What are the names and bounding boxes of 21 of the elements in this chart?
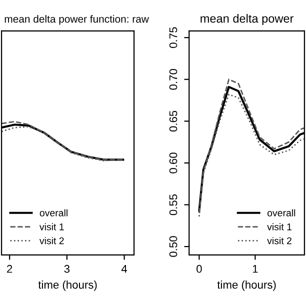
y-tick-label: 0.60 [169, 152, 178, 174]
x-axis-title: time (hours) [217, 280, 276, 291]
x-tick-label: 4 [121, 265, 128, 273]
x-axis-title: time (hours) [38, 280, 97, 291]
legend-label: overall [40, 209, 68, 216]
y-tick-label: 0.75 [169, 27, 178, 48]
legend-label: visit 1 [267, 223, 292, 230]
x-tick-label: 1 [252, 265, 258, 273]
chart-title: mean delta power function: raw [4, 15, 149, 25]
x-tick-label: 3 [64, 264, 70, 273]
legend-label: visit 2 [39, 237, 64, 244]
x-tick-label: 0 [196, 264, 202, 273]
y-tick-label: 0.50 [169, 236, 178, 257]
y-tick-label: 0.55 [169, 194, 178, 216]
y-tick-label: 0.70 [169, 69, 178, 90]
legend-label: visit 1 [39, 223, 64, 230]
legend-label: overall [267, 209, 296, 216]
chart-title: mean delta power [200, 14, 294, 26]
x-tick-label: 2 [7, 264, 12, 273]
y-tick-label: 0.65 [169, 110, 178, 132]
legend-label: visit 2 [267, 237, 292, 244]
